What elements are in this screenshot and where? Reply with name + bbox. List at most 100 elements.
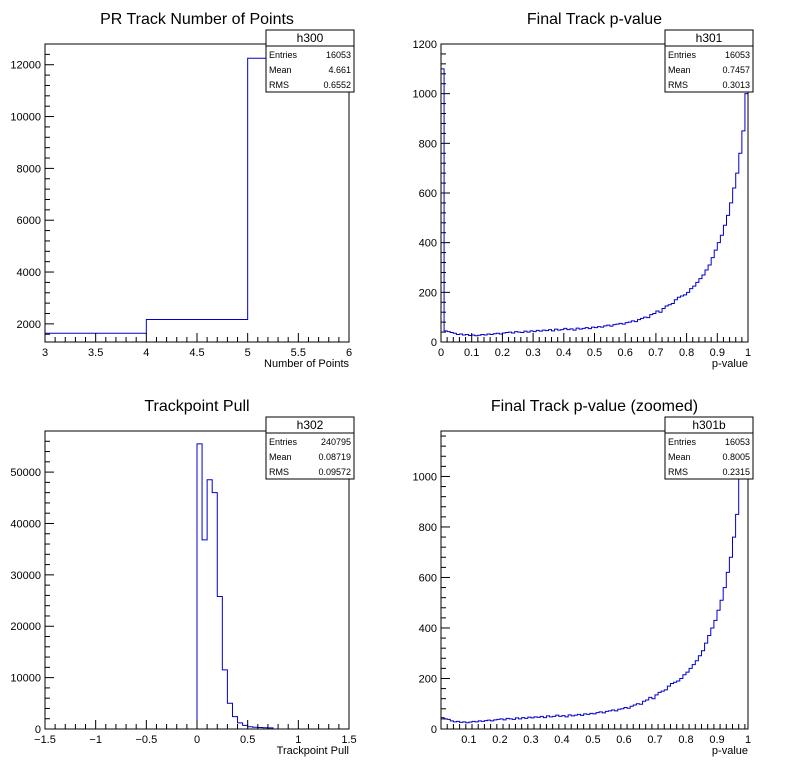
x-tick-label: 0.6 (618, 347, 633, 359)
y-tick-label: 10000 (10, 673, 41, 685)
x-tick-label: 0.5 (585, 734, 600, 746)
stats-label: RMS (668, 467, 688, 477)
x-tick-label: 0 (438, 347, 444, 359)
stats-value: 0.3013 (722, 80, 750, 90)
stats-value: 16053 (326, 50, 351, 60)
x-tick-label: 1 (745, 347, 751, 359)
x-tick-label: −0.5 (135, 734, 157, 746)
stats-name: h300 (297, 31, 324, 45)
x-tick-label: 1.5 (341, 734, 356, 746)
stats-label: Mean (668, 452, 691, 462)
chart-title: Trackpoint Pull (144, 398, 249, 415)
stats-value: 0.08719 (318, 452, 351, 462)
stats-value: 0.2315 (722, 467, 750, 477)
stats-value: 0.7457 (722, 65, 750, 75)
stats-box: h300 Entries 16053 Mean 4.661 RMS 0.6552 (265, 29, 355, 93)
histogram-line (196, 443, 274, 729)
y-tick-label: 12000 (10, 60, 41, 72)
x-tick-label: 0.3 (525, 347, 540, 359)
x-tick-label: −1 (89, 734, 102, 746)
stats-value: 0.8005 (722, 452, 750, 462)
stats-label: Mean (269, 452, 292, 462)
histogram-panel: PR Track Number of Points 3 3.5 4 4.5 5 5.5 6 20… (10, 11, 355, 370)
y-tick-label: 600 (419, 188, 437, 200)
stats-value: 16053 (725, 437, 750, 447)
stats-name: h302 (297, 418, 324, 432)
x-axis-label: Trackpoint Pull (277, 745, 349, 757)
y-tick-label: 10000 (10, 112, 41, 124)
x-tick-label: 0.4 (556, 347, 571, 359)
x-tick-label: 0.2 (492, 734, 507, 746)
x-tick-label: 0.1 (461, 734, 476, 746)
x-tick-label: 3 (42, 347, 48, 359)
y-tick-label: 800 (419, 138, 437, 150)
x-tick-label: 4 (143, 347, 149, 359)
y-tick-label: 400 (419, 623, 437, 635)
y-tick-label: 6000 (17, 215, 41, 227)
y-tick-label: 8000 (17, 163, 41, 175)
y-tick-label: 4000 (17, 267, 41, 279)
y-tick-label: 1000 (413, 89, 437, 101)
stats-box: h301 Entries 16053 Mean 0.7457 RMS 0.3013 (664, 29, 754, 93)
x-axis-label: p-value (712, 358, 748, 370)
stats-name: h301b (692, 418, 726, 432)
plot-frame (440, 430, 749, 730)
stats-label: Entries (668, 437, 697, 447)
x-tick-label: 6 (346, 347, 352, 359)
histogram-panel: Final Track p-value (zoomed) 0.1 0.2 0.3 0.4… (413, 398, 754, 757)
stats-value: 240795 (321, 437, 351, 447)
chart-title: PR Track Number of Points (100, 11, 294, 28)
stats-value: 0.6552 (323, 80, 351, 90)
y-tick-label: 600 (419, 572, 437, 584)
x-tick-label: 0.6 (616, 734, 631, 746)
x-tick-label: −1.5 (34, 734, 56, 746)
histogram-line (440, 460, 749, 729)
stats-box: h301b Entries 16053 Mean 0.8005 RMS 0.2315 (664, 416, 754, 480)
x-tick-label: 0.2 (495, 347, 510, 359)
y-tick-label: 0 (431, 337, 437, 349)
y-tick-label: 0 (431, 724, 437, 736)
x-axis-label: p-value (712, 745, 748, 757)
stats-label: RMS (668, 80, 688, 90)
stats-label: Mean (269, 65, 292, 75)
x-tick-label: 5 (245, 347, 251, 359)
x-tick-label: 0.7 (647, 734, 662, 746)
y-tick-label: 2000 (17, 319, 41, 331)
stats-box-frame (664, 29, 754, 93)
stats-name: h301 (696, 31, 723, 45)
x-tick-label: 0.4 (554, 734, 569, 746)
x-tick-label: 3.5 (88, 347, 103, 359)
stats-label: Mean (668, 65, 691, 75)
histogram-line (45, 57, 349, 334)
y-tick-label: 200 (419, 287, 437, 299)
histogram-panel: Final Track p-value 0 0.1 0.2 0.3 0.4 0.5 0.6 0.… (413, 11, 754, 370)
x-tick-label: 0.3 (523, 734, 538, 746)
x-tick-label: 0.7 (648, 347, 663, 359)
stats-label: Entries (269, 50, 298, 60)
y-tick-label: 400 (419, 238, 437, 250)
x-tick-label: 1 (295, 734, 301, 746)
stats-box-frame (265, 29, 355, 93)
x-tick-label: 0.5 (240, 734, 255, 746)
y-tick-label: 1000 (413, 471, 437, 483)
y-tick-label: 40000 (10, 518, 41, 530)
stats-box-frame (664, 416, 754, 480)
y-tick-label: 30000 (10, 570, 41, 582)
x-tick-label: 0.8 (678, 734, 693, 746)
histogram-line (440, 68, 749, 342)
stats-box-frame (265, 416, 355, 480)
stats-label: RMS (269, 80, 289, 90)
x-tick-label: 0.1 (464, 347, 479, 359)
stats-label: RMS (269, 467, 289, 477)
y-tick-label: 0 (35, 724, 41, 736)
x-tick-label: 0.9 (710, 347, 725, 359)
histogram-panel: Trackpoint Pull −1.5 −1 −0.5 0 0.5 1 1.5 0 10000 2… (10, 398, 356, 757)
stats-value: 16053 (725, 50, 750, 60)
stats-value: 0.09572 (318, 467, 351, 477)
x-tick-label: 4.5 (189, 347, 204, 359)
stats-value: 4.661 (328, 65, 351, 75)
x-tick-label: 1 (745, 734, 751, 746)
chart-title: Final Track p-value (527, 11, 662, 28)
y-tick-label: 800 (419, 522, 437, 534)
